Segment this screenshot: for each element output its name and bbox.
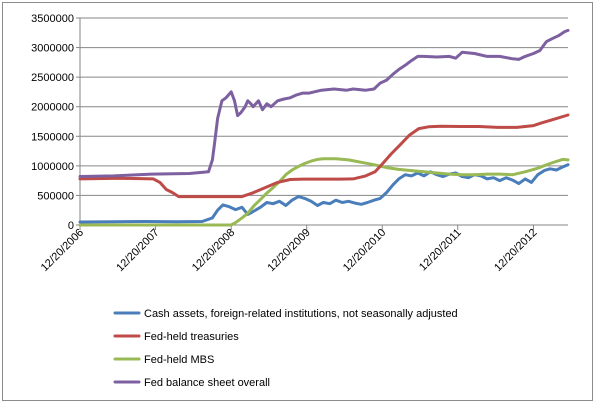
x-tick-label: 12/20/2010	[341, 227, 388, 274]
chart-frame: 0 500000 1000000 1500000 2000000 2500000 30000…	[2, 2, 593, 401]
y-tick-label: 3000000	[31, 43, 74, 55]
y-tick-label: 1500000	[31, 131, 74, 143]
y-tick-label: 0	[68, 220, 74, 232]
x-tick-label: 12/20/2011	[417, 227, 464, 274]
x-tick-label: 12/20/2009	[265, 227, 312, 274]
x-axis-tick-labels: 12/20/2006 12/20/2007 12/20/2008 12/20/2009…	[39, 227, 540, 274]
series-lines	[78, 28, 570, 227]
y-tick-label: 1000000	[31, 161, 74, 173]
series-line	[78, 113, 570, 199]
y-axis-tick-labels: 0 500000 1000000 1500000 2000000 2500000 30000…	[31, 13, 74, 232]
x-tick-label: 12/20/2008	[190, 227, 237, 274]
gridlines	[80, 17, 568, 196]
series-line	[78, 157, 570, 227]
x-tick-label: 12/20/2006	[39, 227, 86, 274]
series-line	[78, 28, 570, 178]
x-tick-label: 12/20/2007	[114, 227, 161, 274]
y-tick-label: 500000	[37, 190, 74, 202]
legend-label: Fed balance sheet overall	[144, 377, 270, 389]
legend-label: Fed-held treasuries	[144, 331, 239, 343]
series-line	[78, 163, 570, 224]
y-tick-label: 2500000	[31, 72, 74, 84]
legend-label: Fed-held MBS	[144, 354, 214, 366]
axes	[76, 17, 568, 230]
y-tick-label: 3500000	[31, 13, 74, 25]
line-chart: 0 500000 1000000 1500000 2000000 2500000 30000…	[31, 13, 570, 389]
legend-label: Cash assets, foreign-related institution…	[144, 308, 458, 320]
x-tick-label: 12/20/2012	[492, 227, 539, 274]
y-tick-label: 2000000	[31, 102, 74, 114]
legend: Cash assets, foreign-related institution…	[113, 308, 458, 389]
